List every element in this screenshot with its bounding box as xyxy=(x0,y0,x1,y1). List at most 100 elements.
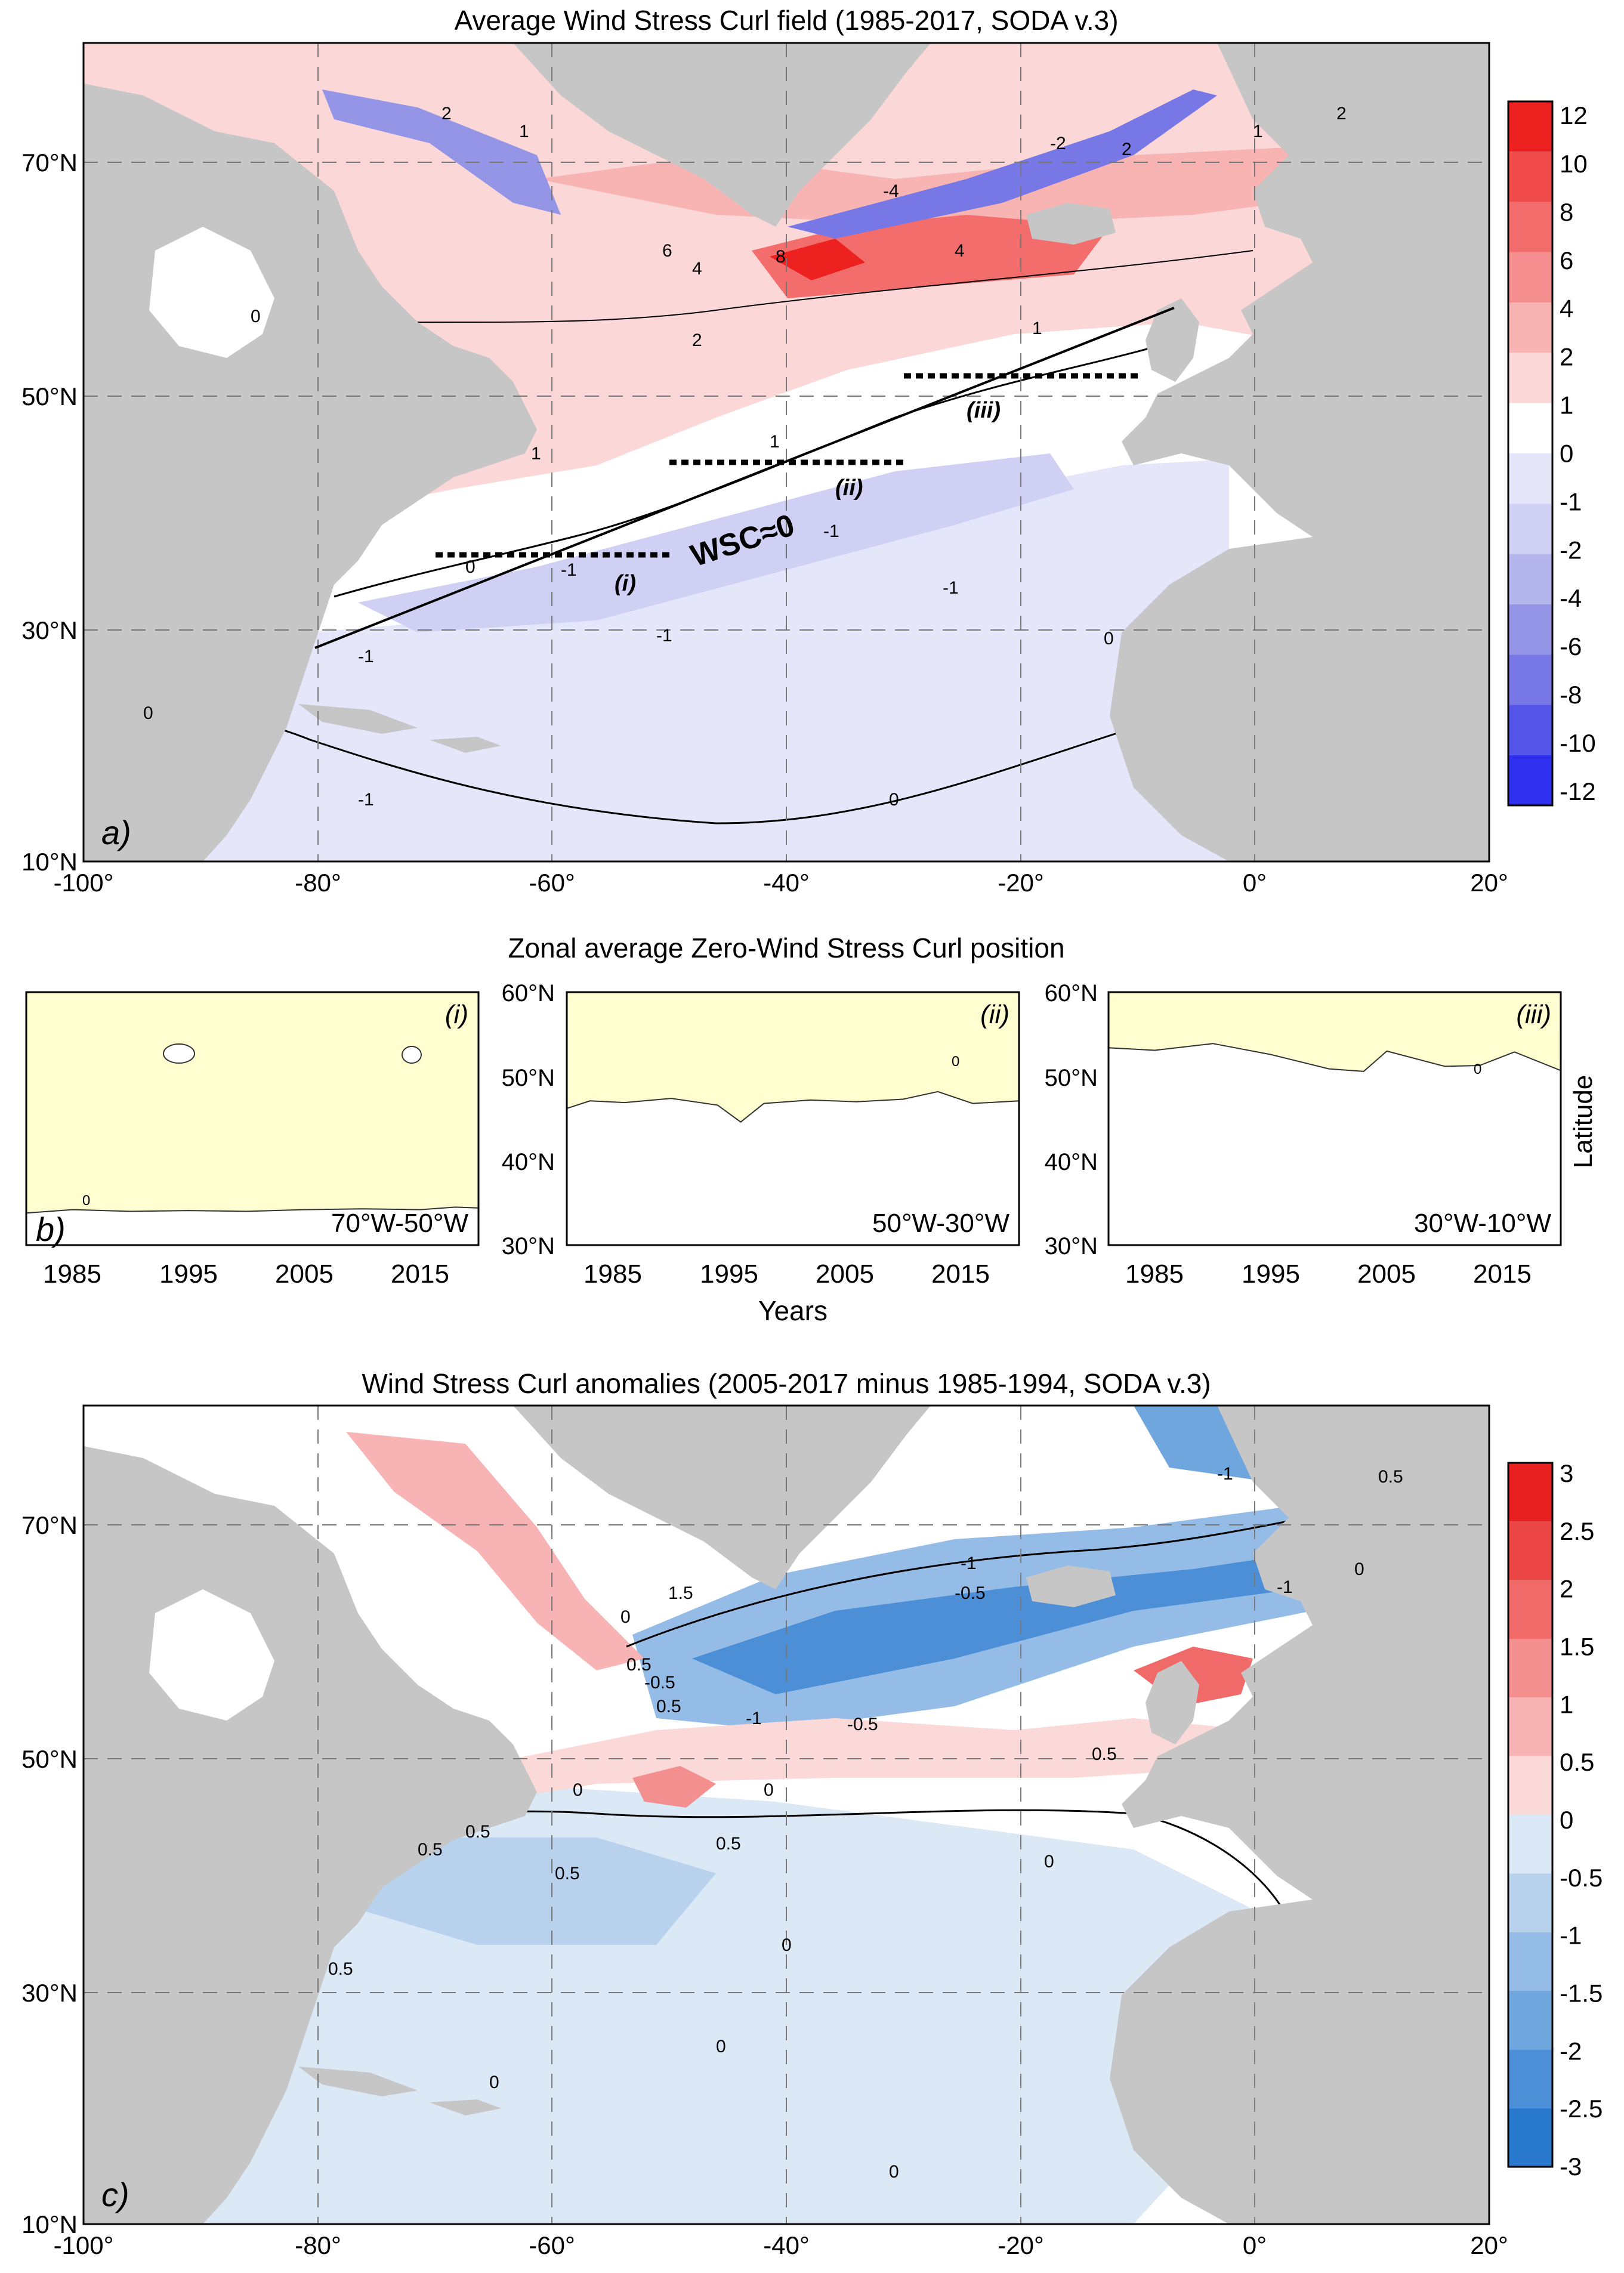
svg-text:2005: 2005 xyxy=(816,1259,874,1289)
subpanel-ii-tag: (ii) xyxy=(980,1000,1009,1029)
wsc-zero-line xyxy=(314,307,1175,649)
svg-text:-1: -1 xyxy=(561,560,577,580)
svg-text:2005: 2005 xyxy=(275,1259,334,1289)
svg-text:0: 0 xyxy=(465,557,476,577)
panel-a-contour-labels: 2 1 0 -1 4 6 8 2 1 0 -1 -1 -1 -1 0 0 1 1… xyxy=(143,104,1347,810)
svg-text:-1: -1 xyxy=(943,578,959,598)
svg-text:40°N: 40°N xyxy=(502,1149,555,1175)
svg-text:-1: -1 xyxy=(358,647,374,666)
colorbar-c-label: -1.5 xyxy=(1560,1979,1603,2008)
svg-text:0: 0 xyxy=(143,703,153,723)
colorbar-a-swatch xyxy=(1508,604,1552,655)
colorbar-a-label: 2 xyxy=(1560,343,1573,371)
panel-c-label: c) xyxy=(101,2176,129,2213)
svg-text:1.5: 1.5 xyxy=(668,1583,693,1603)
svg-text:0: 0 xyxy=(782,1935,792,1955)
svg-text:0: 0 xyxy=(1104,629,1114,648)
panel-a-x-axis: -100° -80° -60° -40° -20° 0° 20° xyxy=(54,869,1508,897)
svg-text:0: 0 xyxy=(251,307,261,326)
svg-text:50°N: 50°N xyxy=(21,1745,78,1773)
svg-text:-1: -1 xyxy=(823,521,839,541)
svg-text:70°N: 70°N xyxy=(21,149,78,177)
subpanel-ii: 0 (ii) 50°W-30°W 60°N 50°N 40°N 30°N 198… xyxy=(502,980,1020,1326)
colorbar-c-label: 0.5 xyxy=(1560,1748,1594,1776)
panel-c-title: Wind Stress Curl anomalies (2005-2017 mi… xyxy=(362,1368,1211,1399)
colorbar-c-swatch xyxy=(1508,1756,1552,1815)
colorbar-a-swatch xyxy=(1508,654,1552,705)
colorbar-a-label: 0 xyxy=(1560,439,1573,467)
svg-text:-80°: -80° xyxy=(295,869,341,897)
land-hispaniola xyxy=(430,737,501,753)
svg-text:10°N: 10°N xyxy=(21,2210,78,2238)
subpanel-i-tag: (i) xyxy=(445,1000,468,1029)
svg-text:2005: 2005 xyxy=(1357,1259,1416,1289)
svg-text:0°: 0° xyxy=(1243,2231,1267,2259)
negative-coast-norway xyxy=(788,89,1217,239)
colorbar-a-swatch xyxy=(1508,453,1552,504)
panel-b-y-label: Latitude xyxy=(1569,1075,1598,1169)
subpanel-i: 0 (i) 70°W-50°W b) 1985 1995 2005 2015 xyxy=(25,991,480,1289)
svg-text:30°N: 30°N xyxy=(502,1233,555,1259)
colorbar-c-swatch xyxy=(1508,1932,1552,1991)
panel-c: Wind Stress Curl anomalies (2005-2017 mi… xyxy=(21,1368,1603,2259)
colorbar-a-swatch xyxy=(1508,353,1552,403)
svg-text:6: 6 xyxy=(662,241,672,261)
panel-a-title: Average Wind Stress Curl field (1985-201… xyxy=(454,5,1118,36)
svg-text:-1: -1 xyxy=(1277,1577,1293,1597)
svg-text:0°: 0° xyxy=(1243,869,1267,897)
colorbar-a-label: -6 xyxy=(1560,632,1582,660)
colorbar-c-label: 1 xyxy=(1560,1690,1573,1718)
svg-text:50°N: 50°N xyxy=(1045,1065,1098,1091)
svg-text:0: 0 xyxy=(573,1780,583,1800)
svg-text:-4: -4 xyxy=(883,181,899,201)
subpanel-i-region: 70°W-50°W xyxy=(331,1209,468,1238)
colorbar-c-label: -2.5 xyxy=(1560,2095,1603,2123)
panel-b: Zonal average Zero-Wind Stress Curl posi… xyxy=(25,932,1598,1326)
anomaly-pos-cell xyxy=(632,1766,716,1808)
svg-text:1: 1 xyxy=(531,444,541,464)
transect-label-iii: (iii) xyxy=(967,398,1001,423)
svg-text:1985: 1985 xyxy=(583,1259,642,1289)
colorbar-c-label: -2 xyxy=(1560,2037,1582,2065)
panel-c-colorbar: 3 2.5 2 1.5 1 0.5 0 -0.5 -1 -1.5 -2 -2.5 -3 xyxy=(1507,1459,1603,2181)
svg-text:0: 0 xyxy=(889,2162,899,2182)
colorbar-c-label: -0.5 xyxy=(1560,1864,1603,1892)
colorbar-c-swatch xyxy=(1508,1697,1552,1756)
panel-a-gridlines xyxy=(84,43,1489,861)
svg-text:1985: 1985 xyxy=(1125,1259,1184,1289)
svg-text:-1: -1 xyxy=(961,1554,977,1573)
transects xyxy=(436,373,1138,558)
svg-text:2: 2 xyxy=(1336,104,1347,123)
svg-text:0: 0 xyxy=(1044,1852,1054,1871)
anomaly-pos-greenland-west xyxy=(346,1432,644,1670)
svg-text:1: 1 xyxy=(770,432,780,452)
colorbar-a-swatch xyxy=(1508,101,1552,152)
panel-b-x-label: Years xyxy=(758,1295,828,1326)
zero-wsc-band-iii xyxy=(1108,992,1561,1072)
panel-a-map: 2 1 0 -1 4 6 8 2 1 0 -1 -1 -1 -1 0 0 1 1… xyxy=(84,43,1489,861)
svg-text:50°N: 50°N xyxy=(21,382,78,410)
land-hudson-bay-fill xyxy=(149,227,274,358)
colorbar-a-swatch xyxy=(1508,554,1552,604)
svg-text:0: 0 xyxy=(1354,1559,1364,1579)
svg-text:1: 1 xyxy=(519,122,529,141)
svg-text:0: 0 xyxy=(889,790,899,810)
colorbar-a-swatch xyxy=(1508,755,1552,805)
land-hispaniola-c xyxy=(430,2099,501,2116)
colorbar-c-swatch xyxy=(1508,1639,1552,1698)
svg-text:30°N: 30°N xyxy=(1045,1233,1098,1259)
colorbar-a-swatch xyxy=(1508,504,1552,554)
land-europe-c xyxy=(1122,1406,1489,2224)
colorbar-a-label: -12 xyxy=(1560,777,1596,805)
colorbar-a-swatch xyxy=(1508,252,1552,303)
colorbar-a-label: 4 xyxy=(1560,295,1573,323)
land-africa-c xyxy=(1110,1900,1489,2224)
svg-text:-0.5: -0.5 xyxy=(847,1715,878,1734)
svg-text:10°N: 10°N xyxy=(21,848,78,876)
svg-text:2: 2 xyxy=(441,104,452,123)
colorbar-c-label: -3 xyxy=(1560,2152,1582,2181)
anomaly-neg-mid xyxy=(358,1837,716,1945)
colorbar-c-swatch xyxy=(1508,1521,1552,1580)
land-greenland-c xyxy=(513,1406,931,1589)
svg-text:60°N: 60°N xyxy=(502,980,555,1006)
